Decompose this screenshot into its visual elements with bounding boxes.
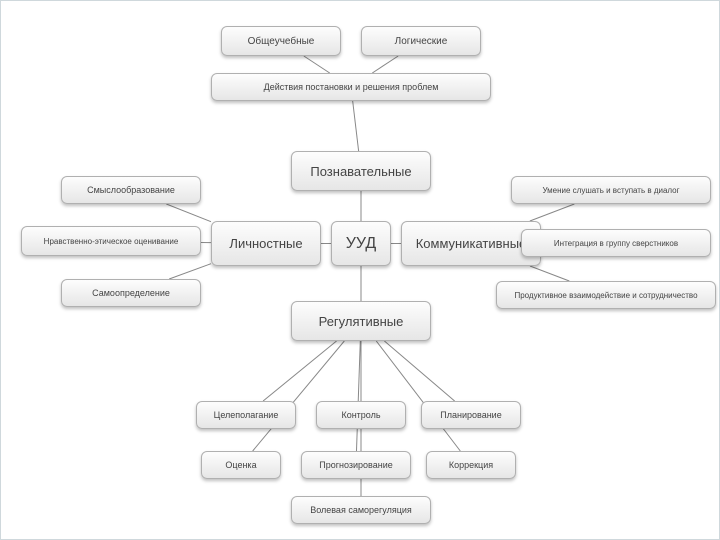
node-reg-assess: Оценка	[201, 451, 281, 479]
node-label: УУД	[346, 235, 376, 253]
node-label: Регулятивные	[319, 314, 404, 329]
node-pers-moral: Нравственно-этическое оценивание	[21, 226, 201, 256]
node-cog-general: Общеучебные	[221, 26, 341, 56]
node-reg-forecast: Прогнозирование	[301, 451, 411, 479]
node-label: Продуктивное взаимодействие и сотрудниче…	[514, 291, 697, 300]
node-label: Интеграция в группу сверстников	[554, 239, 678, 248]
node-label: Нравственно-этическое оценивание	[44, 237, 179, 246]
node-label: Целеполагание	[214, 410, 279, 420]
node-label: Смыслообразование	[87, 185, 175, 195]
node-label: Познавательные	[310, 164, 411, 179]
node-reg-correct: Коррекция	[426, 451, 516, 479]
node-label: Прогнозирование	[319, 460, 393, 470]
node-label: Общеучебные	[248, 36, 315, 47]
node-reg-control: Контроль	[316, 401, 406, 429]
node-label: Планирование	[440, 410, 501, 420]
node-label: Оценка	[225, 460, 256, 470]
node-communicative: Коммуникативные	[401, 221, 541, 266]
node-cog-logic: Логические	[361, 26, 481, 56]
node-reg-goal: Целеполагание	[196, 401, 296, 429]
node-label: Действия постановки и решения проблем	[264, 82, 439, 92]
node-comm-coop: Продуктивное взаимодействие и сотрудниче…	[496, 281, 716, 309]
diagram-canvas: УУД Познавательные Личностные Коммуникат…	[0, 0, 720, 540]
node-cognitive: Познавательные	[291, 151, 431, 191]
node-regulatory: Регулятивные	[291, 301, 431, 341]
node-label: Логические	[395, 36, 448, 47]
node-reg-selfreg: Волевая саморегуляция	[291, 496, 431, 524]
node-comm-integr: Интеграция в группу сверстников	[521, 229, 711, 257]
node-pers-sense: Смыслообразование	[61, 176, 201, 204]
node-pers-selfdet: Самоопределение	[61, 279, 201, 307]
node-personal: Личностные	[211, 221, 321, 266]
node-label: Коррекция	[449, 460, 493, 470]
node-label: Личностные	[229, 236, 302, 251]
node-label: Умение слушать и вступать в диалог	[542, 186, 679, 195]
node-comm-listen: Умение слушать и вступать в диалог	[511, 176, 711, 204]
node-center: УУД	[331, 221, 391, 266]
node-label: Коммуникативные	[416, 236, 527, 251]
node-label: Самоопределение	[92, 288, 170, 298]
node-label: Волевая саморегуляция	[310, 505, 412, 515]
node-reg-plan: Планирование	[421, 401, 521, 429]
node-label: Контроль	[341, 410, 380, 420]
node-cog-problems: Действия постановки и решения проблем	[211, 73, 491, 101]
